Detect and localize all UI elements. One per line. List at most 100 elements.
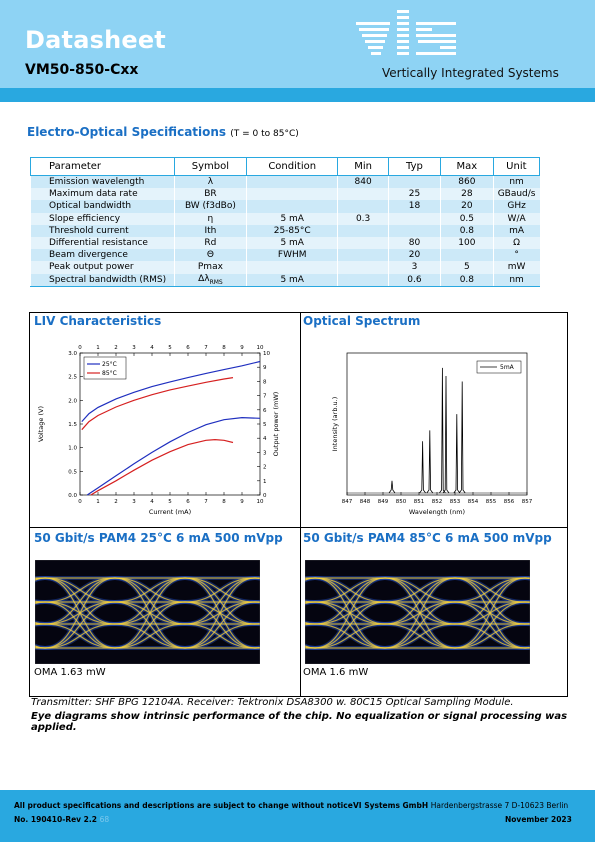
eye-trace xyxy=(35,646,46,649)
spec-cell: 860 xyxy=(440,175,494,189)
y-tick-label: 0.0 xyxy=(68,493,77,499)
y2-tick-label: 10 xyxy=(263,351,270,357)
x-tick-label: 853 xyxy=(450,499,461,505)
eye-trace xyxy=(305,622,316,625)
spec-row: Threshold current Ith 25-85°C 0.8 mA xyxy=(30,224,540,237)
grid-divider-horizontal xyxy=(30,527,567,528)
y2-tick-label: 3 xyxy=(263,450,267,456)
spectrum-xlabel: Wavelength (nm) xyxy=(409,508,465,516)
spec-cell: nm xyxy=(492,175,540,189)
liv-series-voltage xyxy=(81,360,261,423)
eye-trace xyxy=(44,577,116,603)
x-tick-label-top: 6 xyxy=(186,345,190,351)
spec-cell xyxy=(337,249,389,262)
eye-trace xyxy=(44,601,116,649)
spec-cell: FWHM xyxy=(246,249,338,262)
spec-cell: Slope efficiency xyxy=(30,212,175,225)
col-typ: Typ xyxy=(387,157,442,176)
x-tick-label: 4 xyxy=(150,499,154,505)
col-symbol: Symbol xyxy=(173,157,248,176)
spec-cell xyxy=(246,261,338,274)
spec-cell: 28 xyxy=(440,188,494,201)
spec-cell: Beam divergence xyxy=(30,249,175,262)
x-tick-label: 5 xyxy=(168,499,172,505)
x-tick-label-top: 2 xyxy=(114,345,118,351)
eye-trace xyxy=(305,577,316,580)
specs-title: Electro-Optical Specifications (T = 0 to… xyxy=(27,125,299,139)
x-tick-label-top: 3 xyxy=(132,345,136,351)
specs-title-text: Electro-Optical Specifications xyxy=(27,125,227,139)
x-tick-label: 852 xyxy=(432,499,443,505)
legend-label: 25°C xyxy=(102,361,117,368)
spec-cell xyxy=(387,175,441,189)
x-tick-label-top: 10 xyxy=(257,345,264,351)
eye2-title: 50 Gbit/s PAM4 85°C 6 mA 500 mVpp xyxy=(303,531,552,545)
eye-trace xyxy=(454,601,526,649)
spec-cell: ΔλRMS xyxy=(173,273,247,287)
spec-cell xyxy=(337,224,389,237)
eye-trace xyxy=(44,623,116,649)
y2-tick-label: 6 xyxy=(263,408,267,414)
spec-cell: BR xyxy=(173,188,247,201)
spec-cell: 3 xyxy=(387,261,441,274)
x-tick-label-top: 7 xyxy=(204,345,208,351)
spec-row: Spectral bandwidth (RMS) ΔλRMS 5 mA 0.6 0.8 n… xyxy=(30,273,540,287)
y2-tick-label: 0 xyxy=(263,493,267,499)
spectrum-peak xyxy=(426,430,434,494)
x-tick-label: 7 xyxy=(204,499,208,505)
y-tick-label: 0.5 xyxy=(68,469,77,475)
spec-cell: Emission wavelength xyxy=(30,175,175,189)
spec-cell: 20 xyxy=(440,200,494,213)
eye-trace xyxy=(384,623,456,649)
y-tick-label: 3.0 xyxy=(68,351,77,357)
eye-trace xyxy=(305,601,316,604)
spec-cell xyxy=(337,188,389,201)
spec-cell: 0.8 xyxy=(440,273,494,287)
eye-trace xyxy=(305,623,316,626)
spec-row: Emission wavelength λ 840 860 nm xyxy=(30,175,540,189)
spec-row: Maximum data rate BR 25 28 GBaud/s xyxy=(30,188,540,201)
spectrum-ylabel: Intensity (arb.u.) xyxy=(331,397,339,451)
spec-cell xyxy=(337,200,389,213)
grid-divider-vertical xyxy=(300,313,301,696)
spec-cell: 25 xyxy=(387,188,441,201)
col-parameter: Parameter xyxy=(30,157,175,176)
spectrum-chart: 847 848 849 850 851 852 853 854 855 856 857 Wavelen… xyxy=(331,352,533,516)
spec-cell: 0.5 xyxy=(440,212,494,225)
x-tick-label-top: 4 xyxy=(150,345,154,351)
eye-trace xyxy=(184,577,256,603)
x-tick-label: 849 xyxy=(378,499,389,505)
spec-cell xyxy=(246,200,338,213)
eye-diagram-25c xyxy=(35,560,260,664)
model-number: VM50-850-Cxx xyxy=(25,62,139,78)
spec-cell: 5 xyxy=(440,261,494,274)
x-tick-label: 8 xyxy=(222,499,226,505)
spec-cell: Ω xyxy=(492,236,540,250)
eye-trace xyxy=(114,577,186,649)
footer-disclaimer: All product specifications and descripti… xyxy=(14,801,353,810)
spec-cell: Ith xyxy=(173,224,247,237)
eye-trace xyxy=(384,577,456,649)
spec-row: Optical bandwidth BW (f3dBo) 18 20 GHz xyxy=(30,200,540,213)
spectrum-plot-frame xyxy=(346,352,528,496)
y2-tick-label: 1 xyxy=(263,479,267,485)
spectrum-title: Optical Spectrum xyxy=(303,314,421,328)
col-unit: Unit xyxy=(492,157,541,176)
x-tick-label: 6 xyxy=(186,499,190,505)
spec-cell: η xyxy=(173,212,247,225)
eye-trace xyxy=(184,601,256,649)
eye-trace xyxy=(114,577,186,603)
spec-cell xyxy=(337,261,389,274)
spec-cell: Peak output power xyxy=(30,261,175,274)
x-tick-label: 854 xyxy=(468,499,479,505)
x-tick-label: 851 xyxy=(414,499,425,505)
liv-y2label: Output power (mW) xyxy=(272,392,280,457)
spectrum-peak xyxy=(458,381,466,494)
specs-condition: (T = 0 to 85°C) xyxy=(230,129,299,139)
spec-cell: 0.6 xyxy=(387,273,441,287)
test-setup-note: Transmitter: SHF BPG 12104A. Receiver: T… xyxy=(31,697,514,708)
liv-series-power xyxy=(90,438,234,496)
spec-cell xyxy=(387,212,441,225)
x-tick-label: 855 xyxy=(486,499,497,505)
footer-docno: No. 190410-Rev 2.2 68 xyxy=(14,815,109,824)
